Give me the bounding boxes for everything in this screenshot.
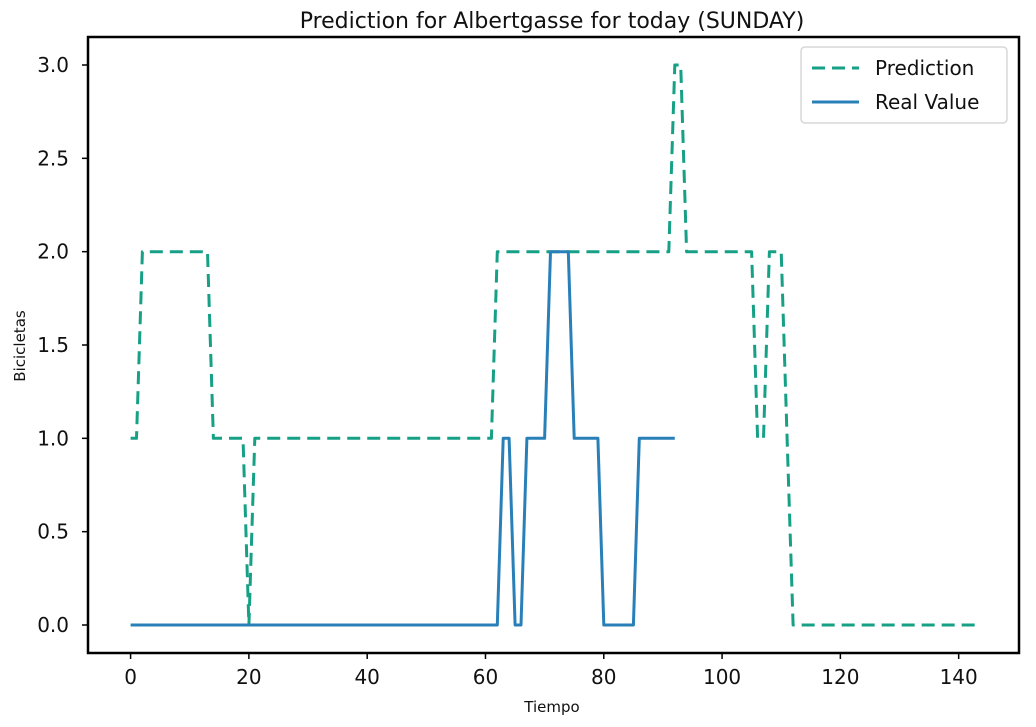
legend: Prediction Real Value <box>800 46 1008 124</box>
y-tick-label: 3.0 <box>37 53 69 77</box>
plot-area: 0 20 40 60 80 100 120 140 0.0 0.5 1.0 1.5 2.0 2.5 3.0 <box>37 35 1021 689</box>
series-line-real-value <box>130 250 675 627</box>
legend-label-real-value: Real Value <box>875 90 979 114</box>
x-tick-label: 20 <box>236 665 261 689</box>
x-tick-label: 40 <box>354 665 379 689</box>
x-tick-label: 100 <box>703 665 741 689</box>
y-axis-label: Bicicletas <box>11 310 29 382</box>
x-axis-label: Tiempo <box>523 698 579 716</box>
series-line-prediction <box>130 63 977 627</box>
legend-label-prediction: Prediction <box>875 56 974 80</box>
y-tick-label: 2.0 <box>37 240 69 264</box>
y-tick-label: 1.5 <box>37 333 69 357</box>
y-tick-label: 0.5 <box>37 520 69 544</box>
plot-frame <box>86 35 1021 655</box>
y-tick-label: 0.0 <box>37 613 69 637</box>
x-tick-label: 80 <box>591 665 616 689</box>
x-tick-label: 120 <box>821 665 859 689</box>
x-tick-label: 0 <box>124 665 137 689</box>
y-tick-label: 1.0 <box>37 426 69 450</box>
chart-title: Prediction for Albertgasse for today (SU… <box>300 9 805 34</box>
y-tick-label: 2.5 <box>37 146 69 170</box>
x-tick-label: 140 <box>940 665 978 689</box>
legend-box <box>800 46 1008 124</box>
x-tick-label: 60 <box>473 665 498 689</box>
